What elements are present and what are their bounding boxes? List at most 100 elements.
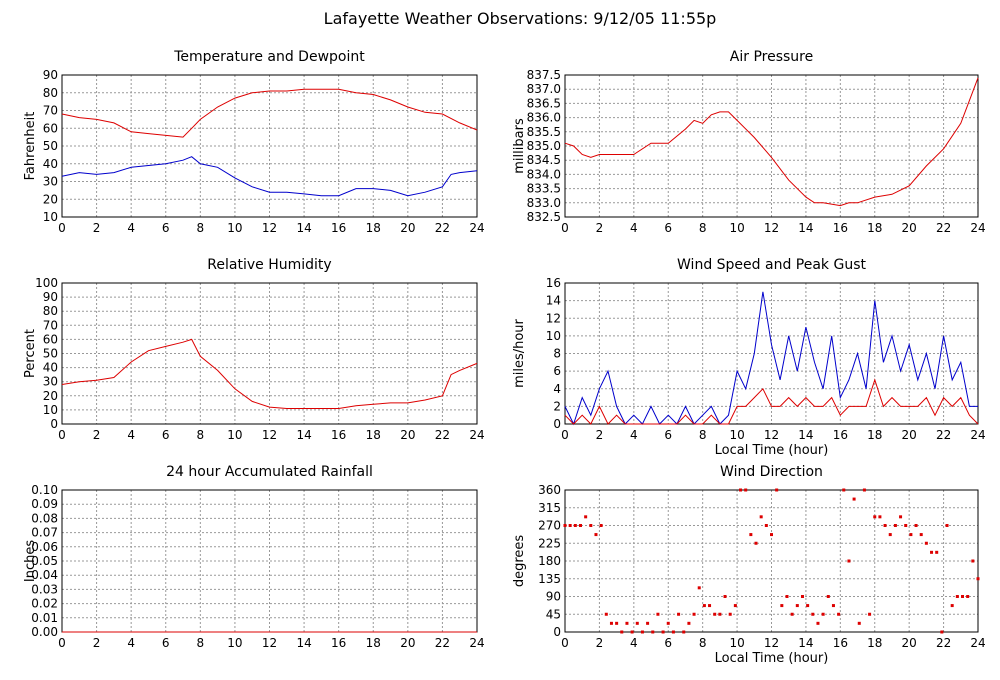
direction-xtick-label: 12: [764, 636, 779, 650]
temp-xtick-label: 10: [227, 221, 242, 235]
direction-point: [635, 621, 639, 625]
direction-point: [837, 612, 841, 616]
temp-title: Temperature and Dewpoint: [173, 49, 365, 65]
temp-series-blue: [61, 156, 478, 197]
rain-xtick-label: 12: [262, 636, 277, 650]
rain-xtick-label: 6: [162, 636, 170, 650]
direction-point: [955, 595, 959, 598]
pressure-xtick-label: 16: [833, 221, 848, 235]
direction-point: [573, 524, 577, 527]
temp-ytick-label: 40: [43, 157, 58, 171]
direction-plot-frame: [564, 489, 979, 633]
direction-point: [739, 488, 743, 492]
direction-point: [966, 595, 970, 598]
direction-point: [708, 604, 712, 608]
temp-xtick-label: 6: [162, 221, 170, 235]
rain-ytick-label: 0.06: [31, 540, 58, 554]
rain-xtick-label: 18: [366, 636, 381, 650]
wind-xlabel: Local Time (hour): [715, 443, 829, 458]
wind-xtick-label: 24: [970, 428, 985, 442]
temp-ylabel: Fahrenheit: [23, 112, 38, 181]
direction-point: [568, 524, 572, 527]
temp-ytick-label: 70: [43, 104, 58, 118]
rain-ytick-label: 0.01: [31, 611, 58, 625]
direction-point: [816, 621, 820, 625]
pressure-xtick-label: 0: [561, 221, 569, 235]
rain-ytick-label: 0.07: [31, 526, 58, 540]
direction-point: [831, 604, 835, 608]
direction-point: [904, 524, 908, 527]
temp-xtick-label: 22: [435, 221, 450, 235]
direction-point: [821, 612, 825, 616]
direction-xtick-label: 18: [867, 636, 882, 650]
temp-xtick-label: 8: [197, 221, 205, 235]
humidity-xtick-label: 8: [197, 428, 205, 442]
direction-ytick-label: 0: [553, 625, 561, 639]
temp-ytick-label: 30: [43, 175, 58, 189]
direction-point: [589, 524, 593, 527]
pressure-xtick-label: 14: [798, 221, 813, 235]
wind-xtick-label: 8: [699, 428, 707, 442]
temp-ytick-label: 90: [43, 68, 58, 82]
pressure-xtick-label: 2: [596, 221, 604, 235]
direction-xtick-label: 20: [902, 636, 917, 650]
wind-ytick-label: 8: [553, 347, 561, 361]
rain-xtick-label: 2: [93, 636, 101, 650]
rain-xtick-label: 20: [400, 636, 415, 650]
direction-point: [811, 612, 815, 616]
humidity-ytick-label: 50: [43, 347, 58, 361]
direction-ytick-label: 225: [538, 536, 561, 550]
rain-ytick-label: 0.04: [31, 568, 58, 582]
temp-xtick-label: 24: [469, 221, 484, 235]
rain-ylabel: Inches: [23, 540, 38, 582]
wind-xtick-label: 20: [902, 428, 917, 442]
direction-point: [661, 630, 665, 634]
wind-ytick-label: 12: [546, 311, 561, 325]
humidity-ytick-label: 90: [43, 290, 58, 304]
wind-xtick-label: 22: [936, 428, 951, 442]
figure-title: Lafayette Weather Observations: 9/12/05 …: [324, 9, 717, 28]
wind-xtick-label: 10: [729, 428, 744, 442]
direction-point: [800, 595, 804, 598]
direction-point: [651, 630, 655, 634]
direction-point: [656, 612, 660, 616]
wind-ytick-label: 0: [553, 417, 561, 431]
rain-ytick-label: 0.02: [31, 597, 58, 611]
humidity-ytick-label: 80: [43, 304, 58, 318]
humidity-ytick-label: 20: [43, 389, 58, 403]
temp-xtick-label: 20: [400, 221, 415, 235]
direction-point: [625, 621, 629, 625]
direction-point: [775, 488, 779, 492]
direction-point: [961, 595, 965, 598]
direction-ytick-label: 180: [538, 554, 561, 568]
wind-ytick-label: 6: [553, 364, 561, 378]
temp-ytick-label: 20: [43, 192, 58, 206]
direction-point: [677, 612, 681, 616]
direction-point: [940, 630, 944, 634]
direction-point: [640, 630, 644, 634]
humidity-ytick-label: 100: [35, 276, 58, 290]
wind-ytick-label: 4: [553, 382, 561, 396]
temp-ytick-label: 80: [43, 86, 58, 100]
humidity-xtick-label: 4: [127, 428, 135, 442]
direction-point: [692, 612, 696, 616]
direction-xtick-label: 0: [561, 636, 569, 650]
direction-point: [899, 515, 903, 519]
direction-point: [893, 524, 897, 527]
wind-xtick-label: 12: [764, 428, 779, 442]
wind-xtick-label: 18: [867, 428, 882, 442]
direction-point: [883, 524, 887, 527]
humidity-ytick-label: 40: [43, 361, 58, 375]
wind-ylabel: miles/hour: [512, 318, 527, 387]
direction-point: [888, 533, 892, 537]
pressure-ytick-label: 834.5: [527, 153, 561, 167]
pressure-ytick-label: 837.0: [527, 82, 561, 96]
humidity-xtick-label: 2: [93, 428, 101, 442]
pressure-ytick-label: 835.5: [527, 125, 561, 139]
pressure-xtick-label: 10: [729, 221, 744, 235]
temp-plot-frame: [61, 74, 478, 218]
direction-xtick-label: 4: [630, 636, 638, 650]
pressure-ytick-label: 833.5: [527, 182, 561, 196]
